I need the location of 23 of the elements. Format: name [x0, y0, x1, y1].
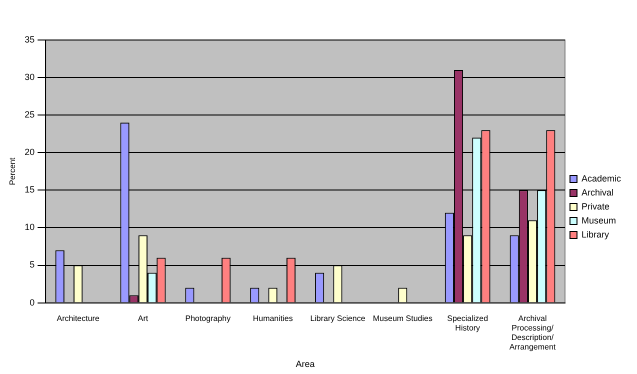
y-axis-title: Percent — [8, 156, 18, 186]
x-tick-label: Art — [138, 314, 149, 323]
y-tick-label: 10 — [24, 222, 35, 232]
y-tick-label: 5 — [30, 260, 35, 270]
y-tick-label: 30 — [24, 72, 35, 82]
y-tick-label: 20 — [24, 147, 35, 158]
x-tick-label: Museum Studies — [372, 314, 432, 323]
legend-label: Library — [581, 229, 610, 240]
x-tick-label: Humanities — [252, 314, 293, 323]
x-axis-title: Area — [296, 359, 315, 370]
legend-label: Academic — [581, 173, 622, 184]
x-tick-label: Specialized History — [447, 314, 488, 332]
x-tick-label: Photography — [185, 314, 231, 323]
legend-label: Archival — [581, 187, 614, 198]
x-tick-label: Library Science — [310, 314, 366, 323]
legend-label: Private — [581, 201, 610, 212]
legend-label: Museum — [581, 215, 616, 226]
y-tick-label: 0 — [30, 297, 35, 308]
y-tick-label: 35 — [24, 34, 35, 44]
y-tick-label: 25 — [24, 110, 35, 120]
y-tick-label: 15 — [24, 184, 35, 195]
x-tick-label: Architecture — [56, 314, 100, 323]
x-tick-label: Archival Processing/ Description/ Arrangement — [509, 314, 556, 352]
